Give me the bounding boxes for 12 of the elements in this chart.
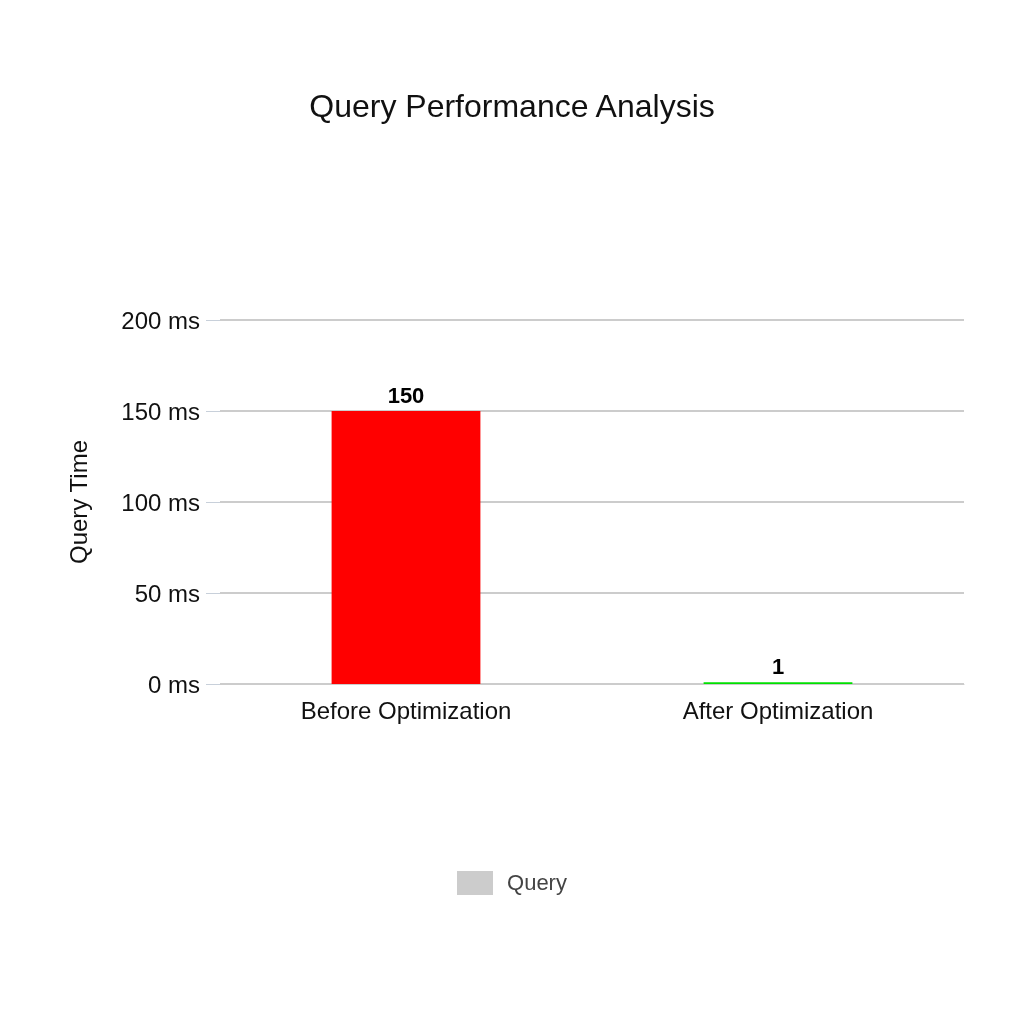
y-tick-label: 200 ms — [121, 306, 200, 334]
data-label: 1 — [771, 653, 785, 679]
chart-title: Query Performance Analysis — [309, 88, 715, 124]
text: Query — [507, 870, 567, 896]
y-tick-label: 50 ms — [134, 579, 200, 607]
y-tick-label: 100 ms — [121, 488, 200, 516]
y-tick-label: 0 ms — [147, 670, 200, 698]
data-label: 150 — [387, 382, 425, 408]
y-axis-title: Query Time — [64, 439, 92, 565]
y-tick-label: 150 ms — [121, 397, 200, 425]
x-tick-label: Before Optimization — [300, 696, 512, 724]
x-tick-label: After Optimization — [682, 696, 874, 724]
